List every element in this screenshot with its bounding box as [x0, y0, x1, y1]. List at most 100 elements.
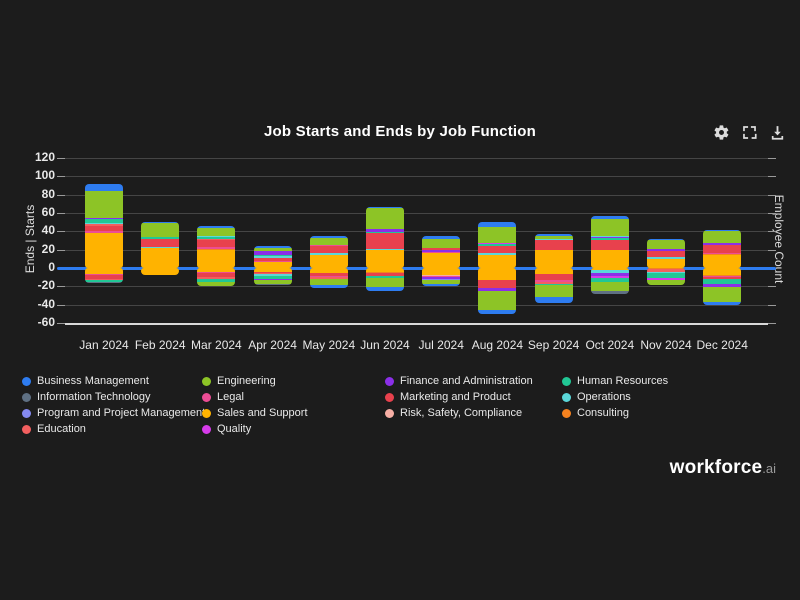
- bar-aug-2024-ends[interactable]: [478, 268, 517, 314]
- bar-segment[interactable]: [422, 283, 461, 287]
- bar-segment[interactable]: [309, 278, 348, 286]
- bar-segment[interactable]: [197, 281, 236, 287]
- bar-mar-2024-ends[interactable]: [197, 268, 236, 287]
- bar-segment[interactable]: [703, 301, 742, 305]
- bar-nov-2024-ends[interactable]: [647, 268, 685, 286]
- bar-segment[interactable]: [478, 222, 517, 227]
- bar-segment[interactable]: [422, 276, 461, 278]
- settings-gear-icon[interactable]: [713, 124, 730, 141]
- bar-segment[interactable]: [422, 247, 461, 250]
- bar-segment[interactable]: [366, 206, 404, 209]
- legend-item-engineering[interactable]: Engineering: [202, 375, 276, 387]
- bar-segment[interactable]: [590, 235, 629, 237]
- bar-segment[interactable]: [478, 268, 517, 280]
- bar-segment[interactable]: [141, 222, 180, 224]
- bar-segment[interactable]: [366, 272, 404, 277]
- bar-segment[interactable]: [478, 244, 517, 246]
- bar-segment[interactable]: [253, 255, 292, 257]
- bar-segment[interactable]: [85, 281, 123, 283]
- bar-segment[interactable]: [85, 223, 123, 226]
- bar-segment[interactable]: [703, 245, 742, 254]
- bar-segment[interactable]: [85, 183, 123, 191]
- bar-segment[interactable]: [647, 273, 685, 279]
- bar-segment[interactable]: [253, 247, 292, 251]
- bar-segment[interactable]: [366, 276, 404, 279]
- bar-segment[interactable]: [703, 277, 742, 279]
- legend-item-risk-safety-compliance[interactable]: Risk, Safety, Compliance: [385, 407, 522, 419]
- bar-segment[interactable]: [197, 239, 236, 247]
- bar-segment[interactable]: [703, 255, 742, 268]
- bar-segment[interactable]: [197, 278, 236, 282]
- bar-segment[interactable]: [647, 250, 685, 257]
- bar-segment[interactable]: [366, 268, 404, 272]
- legend-item-education[interactable]: Education: [22, 423, 86, 435]
- bar-segment[interactable]: [366, 208, 404, 230]
- bar-segment[interactable]: [647, 248, 685, 251]
- bar-jul-2024-starts[interactable]: [422, 235, 461, 268]
- bar-segment[interactable]: [647, 271, 685, 274]
- bar-segment[interactable]: [534, 297, 573, 303]
- bar-segment[interactable]: [197, 236, 236, 239]
- bar-segment[interactable]: [366, 271, 404, 273]
- bar-segment[interactable]: [422, 249, 461, 253]
- bar-segment[interactable]: [309, 255, 348, 268]
- bar-segment[interactable]: [422, 238, 461, 248]
- bar-segment[interactable]: [478, 290, 517, 311]
- bar-segment[interactable]: [590, 269, 629, 273]
- bar-segment[interactable]: [422, 278, 461, 280]
- bar-segment[interactable]: [534, 239, 573, 250]
- bar-segment[interactable]: [197, 246, 236, 249]
- bar-segment[interactable]: [422, 252, 461, 254]
- bar-segment[interactable]: [85, 279, 123, 282]
- bar-segment[interactable]: [590, 218, 629, 236]
- bar-segment[interactable]: [366, 233, 404, 249]
- bar-segment[interactable]: [366, 249, 404, 268]
- bar-aug-2024-starts[interactable]: [478, 222, 517, 268]
- bar-segment[interactable]: [366, 287, 404, 291]
- bar-segment[interactable]: [253, 256, 292, 258]
- legend-item-business-management[interactable]: Business Management: [22, 375, 149, 387]
- bar-segment[interactable]: [703, 278, 742, 284]
- bar-feb-2024-ends[interactable]: [141, 268, 180, 276]
- bar-segment[interactable]: [703, 253, 742, 255]
- bar-segment[interactable]: [647, 278, 685, 280]
- bar-segment[interactable]: [590, 237, 629, 240]
- bar-segment[interactable]: [647, 256, 685, 259]
- bar-segment[interactable]: [590, 236, 629, 238]
- bar-segment[interactable]: [253, 262, 292, 268]
- fullscreen-icon[interactable]: [741, 124, 758, 141]
- bar-segment[interactable]: [85, 233, 123, 268]
- download-icon[interactable]: [769, 124, 786, 141]
- bar-segment[interactable]: [141, 246, 180, 248]
- bar-segment[interactable]: [253, 276, 292, 279]
- bar-dec-2024-ends[interactable]: [703, 268, 742, 305]
- legend-item-human-resources[interactable]: Human Resources: [562, 375, 668, 387]
- bar-segment[interactable]: [478, 226, 517, 244]
- bar-segment[interactable]: [534, 279, 573, 282]
- bar-segment[interactable]: [253, 273, 292, 275]
- bar-jul-2024-ends[interactable]: [422, 268, 461, 287]
- legend-item-information-technology[interactable]: Information Technology: [22, 391, 151, 403]
- bar-sep-2024-starts[interactable]: [534, 234, 573, 268]
- bar-segment[interactable]: [253, 279, 292, 284]
- bar-segment[interactable]: [534, 249, 573, 268]
- bar-segment[interactable]: [309, 272, 348, 277]
- bar-segment[interactable]: [197, 268, 236, 272]
- bar-segment[interactable]: [85, 231, 123, 234]
- bar-oct-2024-ends[interactable]: [590, 268, 629, 294]
- bar-segment[interactable]: [253, 261, 292, 263]
- bar-segment[interactable]: [309, 237, 348, 246]
- legend-item-marketing-and-product[interactable]: Marketing and Product: [385, 391, 511, 403]
- bar-segment[interactable]: [478, 279, 517, 289]
- bar-jun-2024-starts[interactable]: [366, 206, 404, 268]
- bar-segment[interactable]: [366, 229, 404, 233]
- bar-segment[interactable]: [309, 268, 348, 273]
- bar-segment[interactable]: [422, 253, 461, 268]
- bar-segment[interactable]: [85, 219, 123, 224]
- bar-segment[interactable]: [703, 231, 742, 244]
- bar-segment[interactable]: [309, 245, 348, 254]
- bar-segment[interactable]: [366, 248, 404, 250]
- bar-segment[interactable]: [647, 238, 685, 241]
- bar-segment[interactable]: [703, 284, 742, 288]
- bar-segment[interactable]: [703, 276, 742, 278]
